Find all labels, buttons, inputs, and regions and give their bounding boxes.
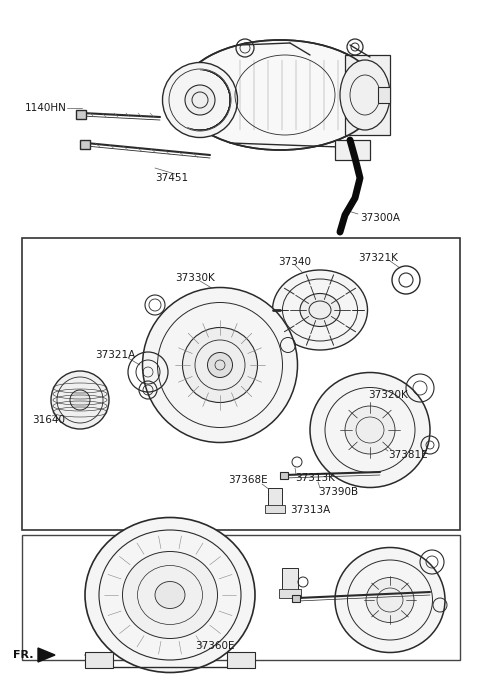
Text: 37300A: 37300A — [360, 213, 400, 223]
Ellipse shape — [310, 372, 430, 488]
Text: 37313K: 37313K — [295, 473, 335, 483]
Bar — [85, 652, 113, 668]
Bar — [265, 505, 285, 513]
Text: 37340: 37340 — [278, 257, 311, 267]
Ellipse shape — [143, 287, 298, 442]
Text: 37313A: 37313A — [290, 505, 330, 515]
Bar — [22, 535, 460, 660]
Ellipse shape — [70, 390, 90, 410]
Text: 37320K: 37320K — [368, 390, 408, 400]
Bar — [80, 140, 90, 149]
Ellipse shape — [51, 371, 109, 429]
Ellipse shape — [85, 517, 255, 673]
Ellipse shape — [340, 60, 390, 130]
Ellipse shape — [122, 552, 217, 638]
Text: 31640: 31640 — [32, 415, 65, 425]
Bar — [378, 87, 390, 103]
Text: 37451: 37451 — [155, 173, 188, 183]
Bar — [279, 589, 301, 598]
Ellipse shape — [185, 85, 215, 115]
Ellipse shape — [345, 406, 395, 454]
Text: 37381E: 37381E — [388, 450, 428, 460]
Ellipse shape — [300, 293, 340, 326]
Ellipse shape — [207, 352, 232, 377]
Bar — [227, 652, 255, 668]
Text: 37321K: 37321K — [358, 253, 398, 263]
Bar — [345, 55, 390, 135]
Ellipse shape — [335, 548, 445, 653]
Bar — [76, 110, 86, 119]
Ellipse shape — [273, 270, 368, 350]
Text: FR.: FR. — [13, 650, 34, 660]
Polygon shape — [38, 648, 55, 662]
Bar — [335, 140, 370, 160]
Ellipse shape — [366, 578, 414, 622]
Ellipse shape — [155, 581, 185, 609]
Text: 37390B: 37390B — [318, 487, 358, 497]
Bar — [280, 472, 288, 479]
Text: 37321A: 37321A — [95, 350, 135, 360]
Text: 37360E: 37360E — [195, 641, 235, 651]
Ellipse shape — [182, 328, 257, 403]
Bar — [22, 238, 460, 530]
Text: 37368E: 37368E — [228, 475, 268, 485]
Text: 1140HN: 1140HN — [25, 103, 67, 113]
Bar — [268, 488, 282, 506]
Text: 37330K: 37330K — [175, 273, 215, 283]
Bar — [292, 595, 300, 602]
Bar — [282, 568, 298, 590]
Ellipse shape — [180, 40, 380, 150]
Ellipse shape — [163, 63, 238, 137]
